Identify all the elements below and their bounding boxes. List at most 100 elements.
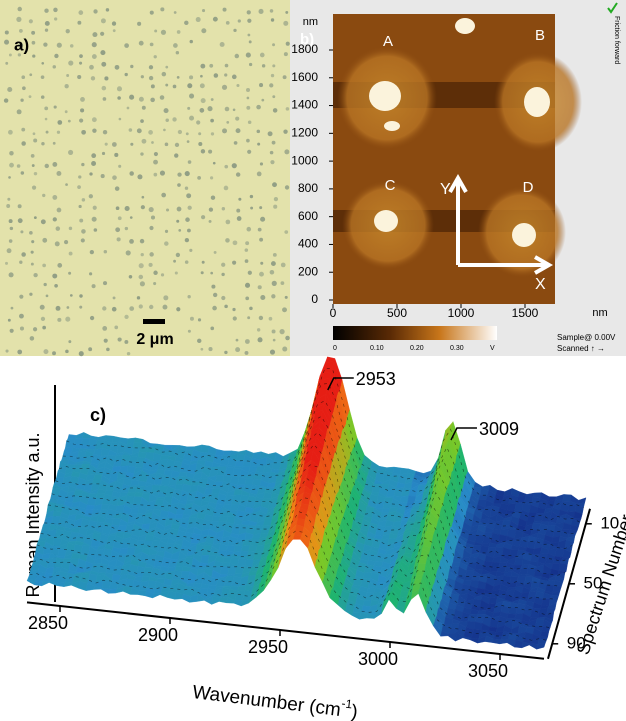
dot bbox=[115, 206, 120, 211]
dot bbox=[7, 197, 11, 201]
dot bbox=[5, 61, 9, 65]
surface-cell bbox=[167, 591, 177, 600]
dot bbox=[184, 20, 189, 26]
side-label: Friction forward bbox=[613, 16, 620, 64]
dot bbox=[130, 64, 134, 69]
dot bbox=[269, 83, 274, 88]
dot bbox=[280, 262, 286, 268]
dot bbox=[57, 263, 63, 268]
dot bbox=[201, 260, 205, 264]
dot bbox=[138, 274, 144, 280]
dot bbox=[52, 273, 58, 279]
dot bbox=[149, 42, 154, 47]
surface-cell bbox=[263, 492, 273, 499]
dot bbox=[195, 17, 201, 23]
dot bbox=[65, 29, 70, 34]
surface-cell bbox=[389, 503, 400, 509]
dot bbox=[78, 204, 82, 209]
dot bbox=[246, 138, 250, 143]
spectrum-trace bbox=[33, 511, 551, 628]
surface-cell bbox=[399, 495, 409, 504]
surface-cell bbox=[146, 447, 156, 454]
surface-cell bbox=[532, 521, 543, 524]
dot bbox=[258, 315, 264, 321]
dot bbox=[207, 106, 213, 112]
dot bbox=[52, 141, 56, 145]
dot bbox=[285, 107, 290, 111]
dot bbox=[282, 346, 288, 352]
dot bbox=[105, 8, 110, 12]
dot bbox=[177, 172, 182, 177]
dot bbox=[114, 325, 119, 330]
dot bbox=[54, 283, 58, 288]
dot bbox=[55, 305, 61, 311]
surface-cell bbox=[494, 631, 504, 637]
dot bbox=[260, 294, 266, 300]
dot bbox=[8, 53, 12, 57]
surface-cell bbox=[130, 480, 140, 487]
dot bbox=[89, 249, 94, 255]
surface-cell bbox=[244, 478, 254, 485]
dot bbox=[116, 86, 123, 92]
x-tick-label: 1000 bbox=[448, 306, 475, 320]
status-text: Sample@ 0.00V bbox=[557, 333, 616, 342]
arrow-label: X bbox=[535, 276, 546, 293]
dot bbox=[78, 175, 82, 179]
dot bbox=[53, 7, 58, 13]
dot bbox=[248, 62, 253, 67]
dot bbox=[151, 141, 154, 144]
dot bbox=[249, 194, 254, 199]
dot bbox=[256, 104, 261, 110]
dot bbox=[3, 98, 9, 103]
dot bbox=[40, 316, 46, 322]
surface-cell bbox=[558, 563, 568, 572]
spot bbox=[524, 87, 550, 117]
dot bbox=[284, 295, 288, 299]
dot bbox=[162, 304, 168, 310]
dot bbox=[19, 326, 25, 331]
dot bbox=[129, 216, 133, 219]
dot bbox=[272, 43, 276, 47]
panel-a: 2 μm a) bbox=[0, 0, 290, 357]
dot bbox=[68, 271, 72, 275]
dot bbox=[160, 7, 165, 12]
dot bbox=[92, 205, 97, 210]
surface-cell bbox=[508, 607, 518, 615]
dot bbox=[174, 271, 178, 275]
x-axis-title: Wavenumber (cm-1) bbox=[191, 678, 359, 721]
dot bbox=[89, 272, 93, 276]
y-tick-label: 600 bbox=[298, 209, 318, 223]
dot bbox=[93, 228, 98, 232]
dot bbox=[100, 31, 105, 36]
dot bbox=[33, 272, 38, 278]
dot bbox=[28, 95, 32, 99]
dot bbox=[244, 282, 251, 288]
x-tick-label: 3050 bbox=[468, 661, 508, 681]
surface-cell bbox=[534, 515, 544, 523]
axis-arrows bbox=[448, 173, 554, 275]
dot bbox=[149, 10, 154, 15]
surface-cell bbox=[240, 545, 251, 552]
dot bbox=[5, 261, 9, 265]
dot bbox=[247, 316, 251, 320]
dot bbox=[9, 162, 14, 168]
surface-cell bbox=[447, 632, 457, 642]
dot bbox=[153, 55, 157, 59]
dot bbox=[68, 226, 73, 231]
surface-cell bbox=[51, 516, 61, 525]
dot bbox=[77, 185, 81, 189]
dot bbox=[189, 248, 193, 252]
surface-cell bbox=[549, 594, 560, 600]
surface-cell bbox=[101, 580, 111, 590]
surface-cell bbox=[367, 554, 377, 562]
dot bbox=[153, 159, 158, 165]
dot bbox=[90, 76, 96, 81]
dot bbox=[42, 237, 48, 243]
dot bbox=[6, 204, 11, 208]
dot bbox=[148, 75, 154, 81]
dot bbox=[29, 73, 33, 77]
dot bbox=[258, 8, 264, 14]
dot bbox=[56, 42, 62, 48]
surface-cell bbox=[142, 572, 152, 577]
dot bbox=[44, 8, 49, 13]
